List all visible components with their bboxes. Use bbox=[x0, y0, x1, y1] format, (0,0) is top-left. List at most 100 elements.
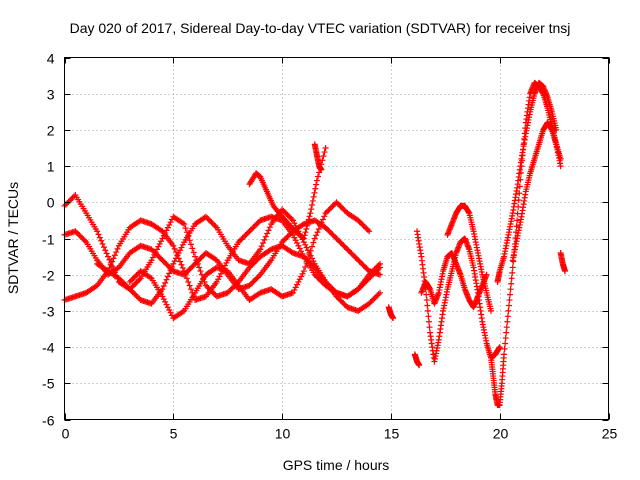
data-point bbox=[183, 275, 190, 282]
data-point bbox=[179, 308, 186, 315]
data-point bbox=[503, 329, 510, 336]
data-point bbox=[147, 274, 154, 281]
data-point bbox=[109, 258, 116, 265]
data-point bbox=[341, 207, 348, 214]
data-point bbox=[349, 251, 356, 258]
data-point bbox=[487, 307, 494, 314]
data-point bbox=[159, 293, 166, 300]
data-point bbox=[328, 230, 335, 237]
data-point bbox=[115, 275, 122, 282]
data-point bbox=[289, 289, 296, 296]
series-t13 bbox=[509, 119, 564, 264]
data-point bbox=[111, 252, 118, 259]
data-point bbox=[215, 276, 222, 283]
data-point bbox=[295, 242, 302, 249]
data-point bbox=[179, 241, 186, 248]
data-point bbox=[311, 189, 318, 196]
data-point bbox=[362, 224, 369, 231]
data-point bbox=[71, 193, 78, 200]
data-point bbox=[198, 254, 205, 261]
data-point bbox=[204, 283, 211, 290]
data-point bbox=[357, 259, 364, 266]
x-axis-label: GPS time / hours bbox=[283, 457, 390, 473]
data-point bbox=[353, 255, 360, 262]
data-point bbox=[241, 233, 248, 240]
data-point bbox=[390, 315, 397, 322]
data-point bbox=[299, 270, 306, 277]
data-point bbox=[363, 225, 370, 232]
data-point bbox=[167, 219, 174, 226]
data-point bbox=[196, 264, 203, 271]
data-point bbox=[312, 185, 319, 192]
data-point bbox=[322, 145, 329, 151]
data-point bbox=[251, 222, 258, 229]
data-point bbox=[334, 236, 341, 243]
data-point bbox=[209, 220, 216, 227]
data-point bbox=[425, 318, 432, 325]
data-point bbox=[162, 279, 169, 286]
data-point bbox=[353, 287, 360, 294]
data-point bbox=[151, 249, 158, 256]
data-point bbox=[258, 243, 265, 250]
data-point bbox=[299, 221, 306, 228]
data-point bbox=[292, 284, 299, 291]
data-point bbox=[313, 273, 320, 280]
data-point bbox=[323, 208, 330, 215]
data-point bbox=[304, 255, 311, 262]
data-point bbox=[507, 291, 514, 298]
data-point bbox=[212, 223, 219, 230]
data-point bbox=[424, 307, 431, 314]
data-point bbox=[360, 222, 367, 229]
data-point bbox=[310, 239, 317, 246]
data-point bbox=[336, 238, 343, 245]
data-point bbox=[356, 218, 363, 225]
data-point bbox=[310, 193, 317, 200]
data-point bbox=[166, 221, 173, 228]
data-point bbox=[323, 225, 330, 232]
data-point bbox=[283, 210, 290, 217]
data-point bbox=[126, 278, 133, 285]
data-point bbox=[372, 264, 379, 271]
data-point bbox=[280, 207, 287, 214]
data-point bbox=[160, 258, 167, 265]
data-point bbox=[190, 249, 197, 256]
data-point bbox=[377, 271, 384, 278]
data-point bbox=[292, 222, 299, 229]
data-point bbox=[255, 273, 262, 280]
data-point bbox=[313, 177, 320, 184]
data-point bbox=[126, 286, 133, 293]
data-point bbox=[129, 276, 136, 283]
data-points bbox=[61, 79, 568, 409]
data-point bbox=[364, 226, 371, 233]
data-point bbox=[189, 245, 196, 252]
data-point bbox=[192, 260, 199, 267]
data-point bbox=[254, 256, 261, 263]
data-point bbox=[167, 267, 174, 274]
data-point bbox=[311, 271, 318, 278]
data-point bbox=[288, 216, 295, 223]
data-point bbox=[322, 278, 329, 285]
data-point bbox=[182, 271, 189, 278]
data-point bbox=[212, 256, 219, 263]
data-point bbox=[254, 220, 261, 227]
data-point bbox=[177, 258, 184, 265]
data-point bbox=[337, 239, 344, 246]
data-point bbox=[309, 261, 316, 268]
data-point bbox=[291, 287, 298, 294]
data-point bbox=[283, 235, 290, 242]
data-point bbox=[317, 222, 324, 229]
data-point bbox=[314, 274, 321, 281]
data-point bbox=[306, 213, 313, 220]
data-point bbox=[228, 285, 235, 292]
data-point bbox=[224, 289, 231, 296]
data-point bbox=[223, 259, 230, 266]
data-point bbox=[314, 229, 321, 236]
data-point bbox=[321, 149, 328, 156]
data-point bbox=[505, 307, 512, 314]
data-point bbox=[307, 247, 314, 254]
data-point bbox=[288, 249, 295, 256]
data-point bbox=[322, 224, 329, 231]
data-point bbox=[194, 258, 201, 265]
data-point bbox=[302, 229, 309, 236]
y-tick-label: 4 bbox=[47, 51, 55, 67]
